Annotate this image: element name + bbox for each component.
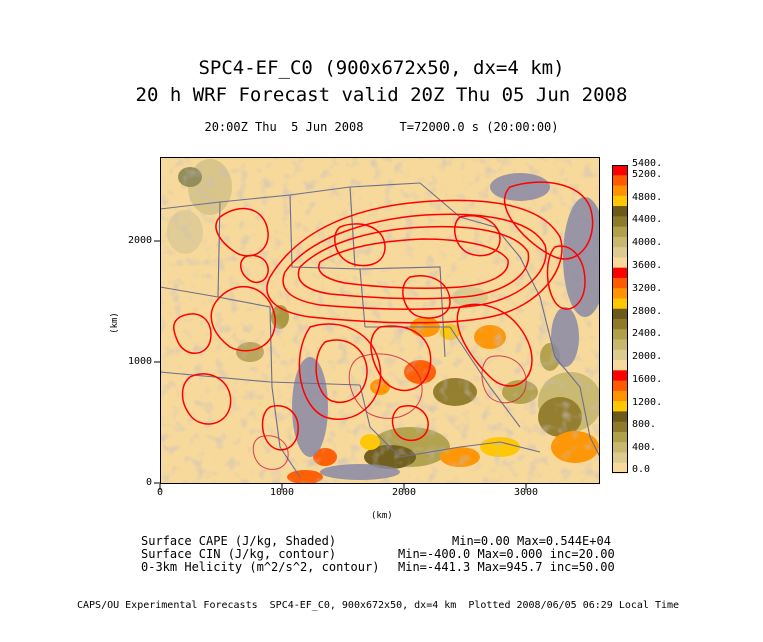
legend-helicity-name: 0-3km Helicity (m^2/s^2, contour) [141,560,380,574]
colorbar-cell [612,216,628,228]
axis-ticks [154,240,527,490]
colorbar-frame [612,165,628,473]
colorbar-cell [612,462,628,474]
colorbar-label: 3200. [632,283,663,294]
legend-cape-name: Surface CAPE (J/kg, Shaded) [141,534,337,548]
colorbar-cell [612,247,628,258]
colorbar-cell [612,431,628,443]
colorbar-cell [612,360,628,371]
colorbar-cell [612,390,628,402]
legend-cin-stats: Min=-400.0 Max=0.000 inc=20.00 [398,547,615,561]
colorbar-cell [612,401,628,412]
colorbar-label: 2000. [632,351,663,362]
plot-title-line1: SPC4-EF_C0 (900x672x50, dx=4 km) [198,57,565,79]
colorbar-cell [612,329,628,341]
colorbar-cell [612,308,628,320]
colorbar-label: 0.0 [632,464,651,475]
x-axis-label: (km) [371,511,393,521]
colorbar-label: 4800. [632,192,663,203]
colorbar-label: 5200. [632,169,663,180]
colorbar-label: 2400. [632,328,663,339]
colorbar-cell [612,452,628,464]
colorbar-label: 5400. [632,158,663,169]
x-tick-label: 0 [157,487,164,498]
cin-contours [160,157,600,484]
colorbar-cell [612,185,628,197]
colorbar-cell [612,442,628,453]
colorbar-label: 3600. [632,260,663,271]
cin-red-contours [252,353,527,470]
colorbar-label: 1200. [632,397,663,408]
forecast-map [160,157,600,484]
colorbar-label: 4400. [632,214,663,225]
colorbar-label: 4000. [632,237,663,248]
colorbar-label: 1600. [632,374,663,385]
colorbar-cell [612,165,628,176]
colorbar-label: 400. [632,442,657,453]
colorbar-cell [612,277,628,289]
colorbar-cell [612,288,628,299]
y-tick-label: 2000 [128,235,153,246]
x-tick-label: 3000 [514,487,539,498]
legend-cape-stats: Min=0.00 Max=0.544E+04 [452,534,611,548]
colorbar-cell [612,298,628,310]
colorbar-cell [612,195,628,207]
colorbar-cell [612,421,628,433]
colorbar-label: 2800. [632,306,663,317]
colorbar-cell [612,206,628,217]
colorbar-swatches [612,165,628,474]
y-tick-label: 0 [146,477,153,488]
colorbar-cell [612,370,628,382]
plot-frame [160,157,600,484]
plot-title-line2: 20 h WRF Forecast valid 20Z Thu 05 Jun 2… [135,84,628,106]
colorbar: 5400. 5200. 4800. 4400. 4000. 3600. 3200. 2800.… [612,158,692,487]
colorbar-cell [612,175,628,187]
y-tick-label: 1000 [128,356,153,367]
y-axis-label: (km) [109,312,120,334]
colorbar-cell [612,411,628,423]
valid-time-line: 20:00Z Thu 5 Jun 2008 T=72000.0 s (20:00… [204,120,559,134]
footer-credit: CAPS/OU Experimental Forecasts SPC4-EF_C… [77,600,680,611]
colorbar-cell [612,349,628,361]
x-tick-label: 2000 [392,487,417,498]
colorbar-label: 800. [632,419,657,430]
colorbar-cell [612,236,628,248]
colorbar-cell [612,380,628,392]
legend-cin-name: Surface CIN (J/kg, contour) [141,547,337,561]
colorbar-cell [612,319,628,330]
legend-helicity-stats: Min=-441.3 Max=945.7 inc=50.00 [398,560,615,574]
helicity-contours [173,181,594,451]
x-tick-label: 1000 [270,487,295,498]
colorbar-cell [612,257,628,269]
colorbar-cell [612,339,628,351]
colorbar-cell [612,267,628,279]
colorbar-cell [612,226,628,238]
